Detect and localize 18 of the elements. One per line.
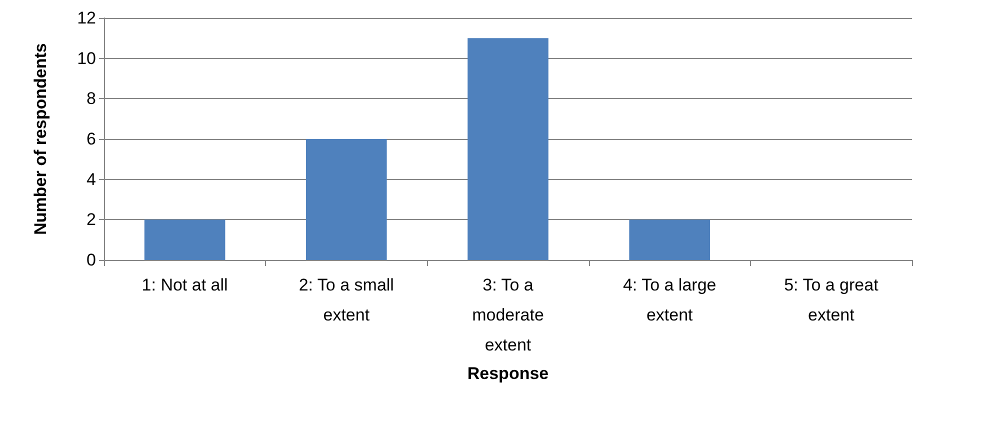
x-axis-title: Response [467,364,549,383]
y-tick-label: 12 [77,8,96,28]
bar [629,220,710,260]
x-tick-label: 1: Not at all [142,276,228,294]
x-tick-label: 4: To a large extent [622,276,716,324]
y-tick-label: 2 [86,210,96,230]
bar [468,38,548,260]
bar [144,220,226,260]
y-tick-label: 4 [86,170,96,189]
y-tick-label: 10 [77,48,96,68]
y-axis-title: Number of respondents [31,43,50,235]
x-tick-label: 2: To a small extent [298,276,394,324]
x-tick-label: 3: To a moderate extent [472,276,544,354]
x-tick-label: 5: To a great extent [784,276,879,324]
y-tick-label: 8 [86,89,96,108]
y-tick-label: 0 [86,250,96,270]
bar [306,139,387,260]
y-tick-label: 6 [86,130,96,148]
